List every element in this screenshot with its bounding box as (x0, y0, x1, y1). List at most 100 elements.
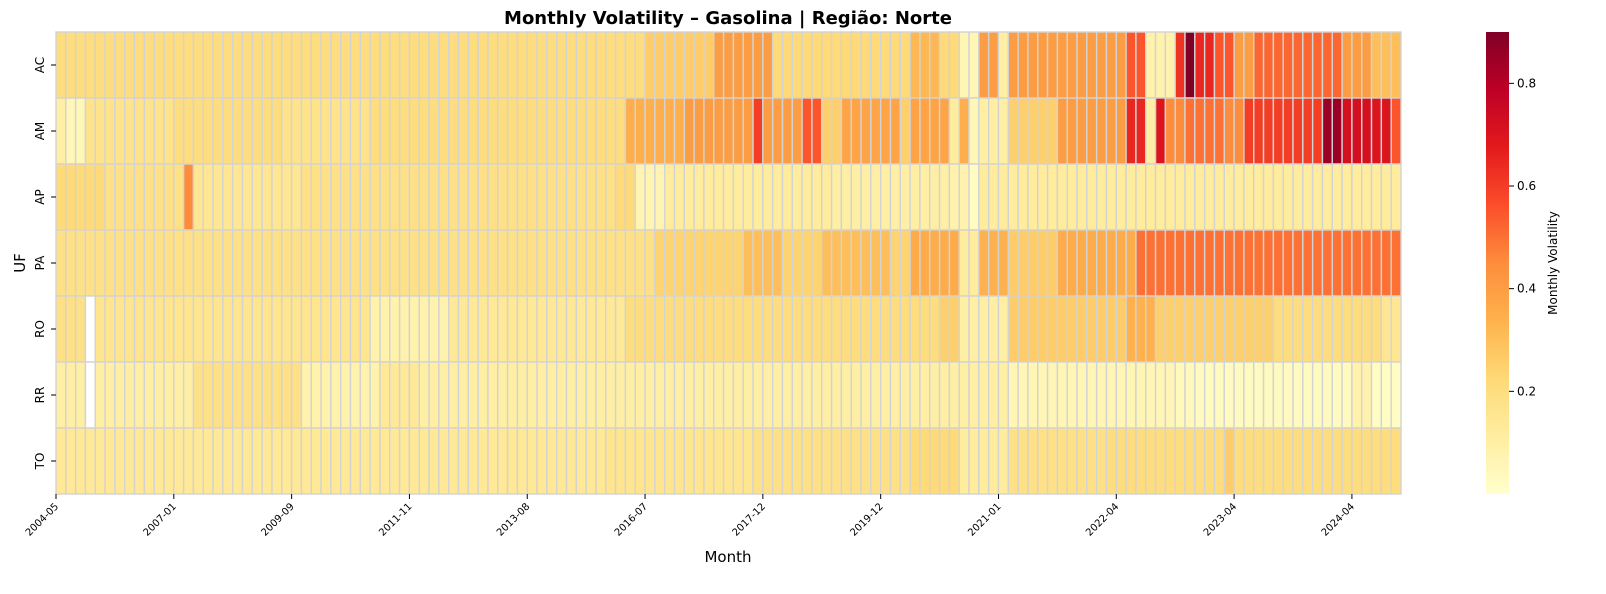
heatmap-cell (555, 229, 568, 297)
heatmap-cell (1213, 295, 1225, 363)
heatmap-cell (555, 97, 568, 165)
heatmap-cell (722, 229, 735, 297)
heatmap-cell (349, 295, 362, 363)
heatmap-cell (398, 163, 411, 231)
heatmap-cell (634, 163, 646, 231)
heatmap-cell (1282, 163, 1294, 231)
heatmap-cell (222, 295, 234, 363)
heatmap-cell (536, 31, 548, 99)
heatmap-cell (84, 361, 96, 429)
heatmap-cell (929, 97, 941, 165)
heatmap-cell (369, 97, 381, 165)
heatmap-cell (133, 229, 146, 297)
heatmap-cell (428, 163, 440, 231)
heatmap-cell (261, 427, 273, 495)
heatmap-cell (516, 361, 528, 429)
heatmap-cell (202, 31, 214, 99)
heatmap-cell (1272, 229, 1284, 297)
heatmap-cell (418, 427, 430, 495)
heatmap-cell (732, 361, 744, 429)
heatmap-cell (546, 361, 558, 429)
heatmap-cell (526, 361, 538, 429)
heatmap-cell (320, 295, 332, 363)
heatmap-cell (722, 295, 735, 363)
heatmap-cell (516, 97, 528, 165)
heatmap-cell (987, 31, 1000, 99)
heatmap-cell (241, 229, 254, 297)
heatmap-cell (418, 295, 430, 363)
heatmap-cell (742, 163, 754, 231)
heatmap-cell (310, 427, 322, 495)
heatmap-cell (1174, 427, 1186, 495)
heatmap-cell (1184, 295, 1196, 363)
heatmap-cell (84, 31, 96, 99)
heatmap-cell (870, 97, 882, 165)
y-tick-label: AC (33, 57, 47, 73)
heatmap-cell (1046, 163, 1059, 231)
heatmap-cell (978, 31, 990, 99)
heatmap-cell (1095, 361, 1108, 429)
heatmap-cell (74, 295, 87, 363)
heatmap-cell (340, 31, 352, 99)
heatmap-cell (1390, 295, 1402, 363)
heatmap-cell (310, 31, 322, 99)
heatmap-cell (1272, 163, 1284, 231)
heatmap-cell (232, 229, 244, 297)
heatmap-cell (1095, 163, 1108, 231)
heatmap-cell (300, 31, 312, 99)
heatmap-cell (114, 97, 126, 165)
heatmap-cell (281, 427, 293, 495)
heatmap-cell (261, 31, 273, 99)
heatmap-cell (1380, 295, 1392, 363)
heatmap-cell (781, 31, 794, 99)
heatmap-cell (153, 229, 165, 297)
heatmap-cell (624, 295, 636, 363)
heatmap-cell (860, 295, 872, 363)
heatmap-cell (801, 295, 813, 363)
heatmap-cell (359, 361, 371, 429)
heatmap-cell (271, 229, 283, 297)
heatmap-cell (968, 361, 980, 429)
heatmap-cell (212, 31, 224, 99)
heatmap-cell (477, 31, 489, 99)
heatmap-cell (1292, 295, 1304, 363)
heatmap-cell (379, 295, 391, 363)
heatmap-cell (153, 427, 165, 495)
heatmap-cell (340, 163, 352, 231)
heatmap-cell (997, 97, 1009, 165)
heatmap-cell (163, 295, 175, 363)
heatmap-cell (1125, 295, 1137, 363)
heatmap-cell (506, 229, 519, 297)
heatmap-cell (84, 163, 96, 231)
heatmap-cell (1311, 295, 1324, 363)
heatmap-cell (1321, 229, 1333, 297)
heatmap-cell (978, 361, 990, 429)
heatmap-cell (644, 427, 656, 495)
heatmap-cell (94, 97, 106, 165)
heatmap-cell (84, 427, 96, 495)
heatmap-cell (1076, 229, 1088, 297)
heatmap-cell (1311, 229, 1324, 297)
heatmap-cell (595, 427, 607, 495)
heatmap-cell (536, 295, 548, 363)
heatmap-cell (1194, 229, 1206, 297)
heatmap-cell (1272, 97, 1284, 165)
heatmap-cell (624, 31, 636, 99)
heatmap-cell (585, 229, 597, 297)
heatmap-cell (830, 97, 843, 165)
heatmap-cell (1253, 427, 1265, 495)
heatmap-cell (811, 31, 823, 99)
heatmap-cell (585, 427, 597, 495)
heatmap-cell (320, 229, 332, 297)
heatmap-cell (1311, 163, 1324, 231)
heatmap-cell (997, 229, 1009, 297)
heatmap-cell (899, 427, 911, 495)
heatmap-cell (929, 163, 941, 231)
heatmap-cell (870, 295, 882, 363)
heatmap-cell (1115, 31, 1127, 99)
heatmap-cell (555, 31, 568, 99)
heatmap-cell (565, 427, 578, 495)
heatmap-cell (330, 229, 342, 297)
colorbar (1486, 32, 1509, 494)
heatmap-cell (310, 229, 322, 297)
